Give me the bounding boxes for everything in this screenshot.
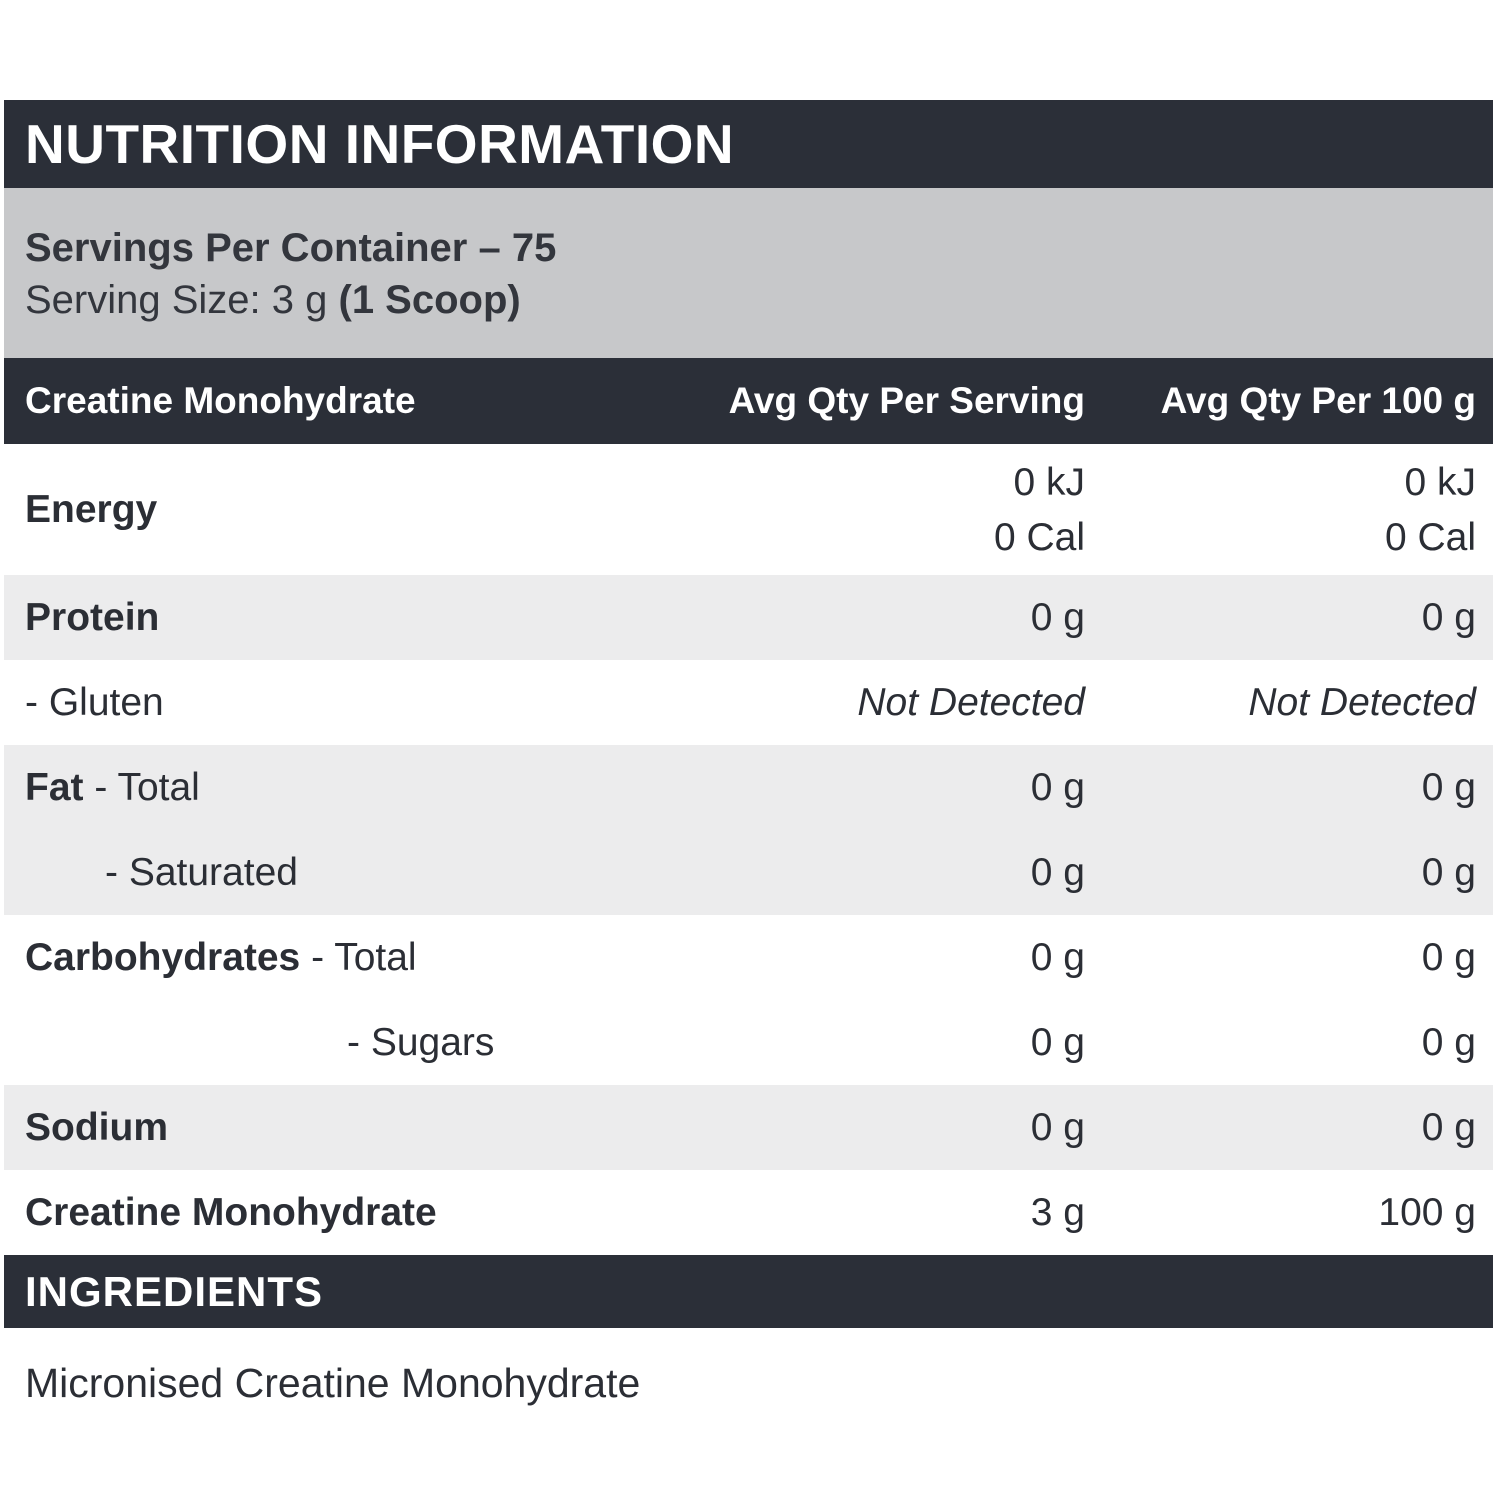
row-label: - Gluten xyxy=(25,680,164,724)
row-value-per-100g: 0 g xyxy=(1421,935,1476,979)
row-value-per-serving: 3 g xyxy=(1030,1190,1085,1234)
value-line: 0 kJ xyxy=(1404,460,1476,504)
table-row-carbohydrates-sugars: - Sugars 0 g 0 g xyxy=(4,1000,1493,1085)
table-header-row: Creatine Monohydrate Avg Qty Per Serving… xyxy=(4,358,1493,444)
row-value-per-100g: Not Detected xyxy=(1248,680,1476,724)
column-header-per-100g: Avg Qty Per 100 g xyxy=(1160,380,1476,421)
row-label: Sodium xyxy=(25,1105,168,1149)
row-label-rest: - Total xyxy=(300,935,417,979)
nutrition-panel: NUTRITION INFORMATION Servings Per Conta… xyxy=(4,100,1493,1407)
row-value-per-100g: 0 kJ 0 Cal xyxy=(1101,455,1493,565)
value-line: 0 Cal xyxy=(1384,515,1476,559)
row-label: Creatine Monohydrate xyxy=(25,1190,437,1234)
serving-info-section: Servings Per Container – 75 Serving Size… xyxy=(4,188,1493,358)
row-value-per-100g: 0 g xyxy=(1421,850,1476,894)
row-value-per-100g: 0 g xyxy=(1421,1105,1476,1149)
ingredients-title: INGREDIENTS xyxy=(25,1267,324,1315)
table-row-protein: Protein 0 g 0 g xyxy=(4,575,1493,660)
servings-per-container: Servings Per Container – 75 xyxy=(25,226,557,270)
nutrition-information-header: NUTRITION INFORMATION xyxy=(4,100,1493,188)
value-line: 0 Cal xyxy=(993,515,1085,559)
row-label: Protein xyxy=(25,595,160,639)
row-value-per-serving: 0 g xyxy=(1030,595,1085,639)
row-label-bold: Carbohydrates xyxy=(25,935,301,979)
ingredients-list: Micronised Creatine Monohydrate xyxy=(25,1360,641,1406)
serving-size-line: Serving Size: 3 g (1 Scoop) xyxy=(25,274,1493,326)
row-label: - Sugars xyxy=(4,1021,681,1065)
table-row-fat-saturated: - Saturated 0 g 0 g xyxy=(4,830,1493,915)
row-label-indented: - Sugars xyxy=(347,1020,495,1064)
value-line: 0 kJ xyxy=(1013,460,1085,504)
table-row-gluten: - Gluten Not Detected Not Detected xyxy=(4,660,1493,745)
row-value-per-serving: Not Detected xyxy=(857,680,1085,724)
row-label-bold: Fat xyxy=(25,765,84,809)
table-row-creatine-monohydrate: Creatine Monohydrate 3 g 100 g xyxy=(4,1170,1493,1255)
row-value-per-serving: 0 kJ 0 Cal xyxy=(681,455,1101,565)
column-header-per-serving: Avg Qty Per Serving xyxy=(728,380,1085,421)
panel-title: NUTRITION INFORMATION xyxy=(25,113,735,175)
table-row-fat-total: Fat - Total 0 g 0 g xyxy=(4,745,1493,830)
row-value-per-100g: 0 g xyxy=(1421,595,1476,639)
row-label: Fat - Total xyxy=(4,766,681,810)
column-header-product: Creatine Monohydrate xyxy=(25,380,416,421)
serving-size-text: Serving Size: 3 g xyxy=(25,278,339,322)
table-row-sodium: Sodium 0 g 0 g xyxy=(4,1085,1493,1170)
serving-size-scoop: (1 Scoop) xyxy=(338,278,521,322)
row-value-per-serving: 0 g xyxy=(1030,1020,1085,1064)
row-label: Carbohydrates - Total xyxy=(4,936,681,980)
row-label-rest: - Total xyxy=(83,765,200,809)
row-value-per-serving: 0 g xyxy=(1030,850,1085,894)
row-label: Energy xyxy=(25,487,158,531)
row-label: - Saturated xyxy=(4,851,681,895)
ingredients-header: INGREDIENTS xyxy=(4,1255,1493,1328)
row-value-per-100g: 100 g xyxy=(1378,1190,1476,1234)
table-row-energy: Energy 0 kJ 0 Cal 0 kJ 0 Cal xyxy=(4,444,1493,575)
row-value-per-serving: 0 g xyxy=(1030,1105,1085,1149)
row-value-per-100g: 0 g xyxy=(1421,765,1476,809)
table-row-carbohydrates-total: Carbohydrates - Total 0 g 0 g xyxy=(4,915,1493,1000)
row-value-per-serving: 0 g xyxy=(1030,765,1085,809)
row-value-per-serving: 0 g xyxy=(1030,935,1085,979)
row-value-per-100g: 0 g xyxy=(1421,1020,1476,1064)
row-label-indented: - Saturated xyxy=(105,850,298,894)
